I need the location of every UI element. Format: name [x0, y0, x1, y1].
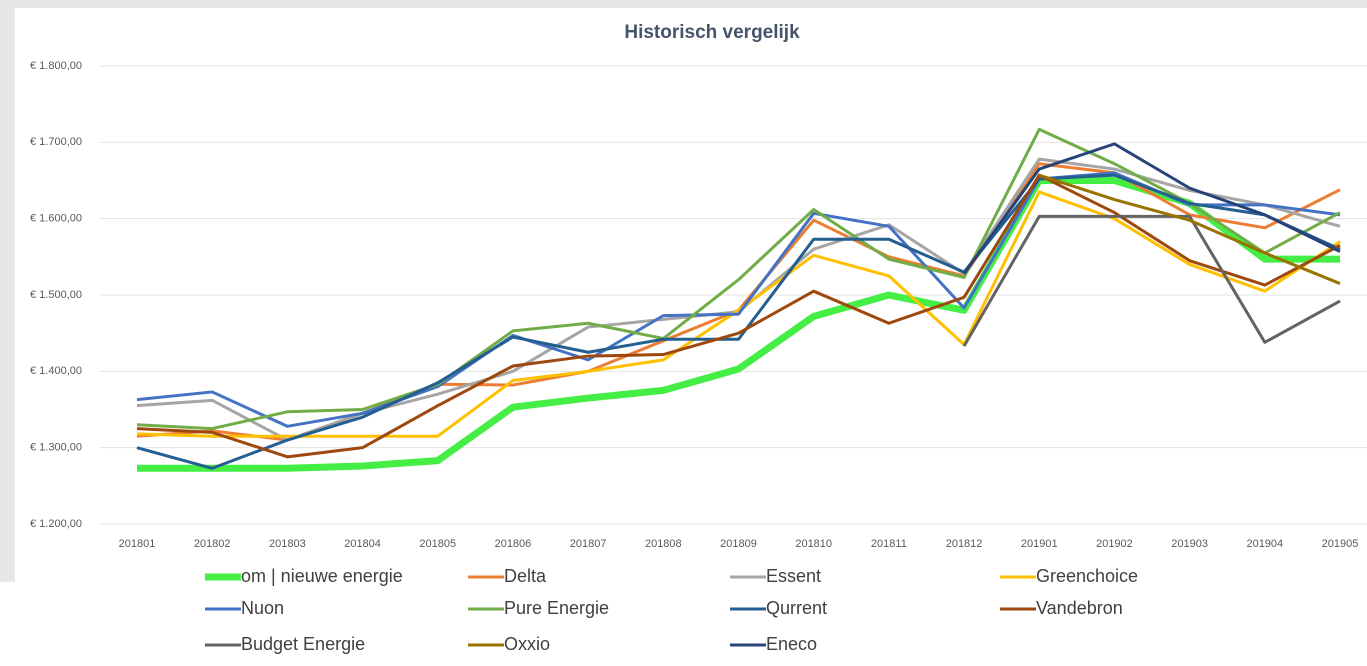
series-line	[1038, 173, 1341, 285]
x-tick-label: 201904	[1246, 538, 1283, 550]
series-line	[962, 214, 1341, 347]
x-tick-label: 201805	[419, 538, 456, 550]
y-tick-label: € 1.200,00	[30, 518, 82, 530]
y-tick-label: € 1.500,00	[30, 289, 82, 301]
legend-label: Qurrent	[766, 598, 827, 618]
x-tick-label: 201902	[1096, 538, 1133, 550]
legend-label: om | nieuwe energie	[241, 566, 403, 586]
frame-top	[0, 0, 1367, 8]
legend-label: Nuon	[241, 598, 284, 618]
x-tick-label: 201903	[1171, 538, 1208, 550]
frame-left	[0, 0, 15, 582]
x-tick-label: 201801	[119, 538, 156, 550]
chart-title: Historisch vergelijk	[624, 22, 800, 43]
legend-label: Budget Energie	[241, 634, 365, 654]
x-tick-label: 201810	[795, 538, 832, 550]
series-line	[136, 127, 1341, 431]
x-tick-label: 201804	[344, 538, 381, 550]
series-line	[136, 157, 1341, 442]
legend-label: Essent	[766, 566, 821, 586]
legend-label: Pure Energie	[504, 598, 609, 618]
series-line	[136, 173, 1341, 470]
x-tick-label: 201905	[1322, 538, 1359, 550]
series-line	[137, 177, 1340, 472]
series-line	[136, 162, 1341, 442]
series-line	[136, 190, 1341, 438]
x-tick-label: 201811	[871, 538, 907, 550]
x-tick-label: 201812	[946, 538, 983, 550]
x-tick-label: 201803	[269, 538, 306, 550]
y-tick-label: € 1.600,00	[30, 213, 82, 225]
legend-label: Delta	[504, 566, 547, 586]
y-tick-label: € 1.700,00	[30, 136, 82, 148]
x-tick-label: 201806	[495, 538, 532, 550]
legend-label: Greenchoice	[1036, 566, 1138, 586]
x-tick-label: 201807	[570, 538, 607, 550]
legend-label: Eneco	[766, 634, 817, 654]
x-tick-label: 201809	[720, 538, 757, 550]
legend-label: Vandebron	[1036, 598, 1123, 618]
series-line	[136, 173, 1341, 459]
series-line	[962, 142, 1341, 275]
x-tick-label: 201901	[1021, 538, 1058, 550]
y-tick-label: € 1.800,00	[30, 60, 82, 72]
x-tick-label: 201808	[645, 538, 682, 550]
y-tick-label: € 1.400,00	[30, 365, 82, 377]
y-tick-label: € 1.300,00	[30, 442, 82, 454]
legend-label: Oxxio	[504, 634, 550, 654]
x-tick-label: 201802	[194, 538, 231, 550]
